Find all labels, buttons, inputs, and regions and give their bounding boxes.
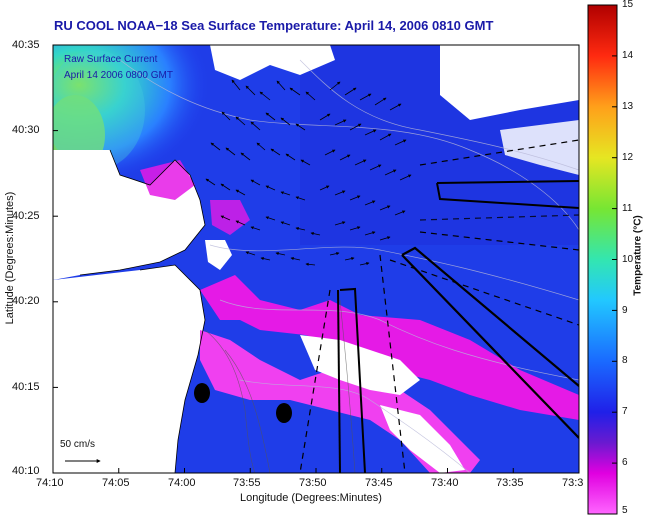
y-tick-label: 40:30	[12, 124, 40, 136]
x-tick-label: 73:35	[496, 477, 524, 489]
x-tick-label: 73:40	[431, 477, 459, 489]
cloud-patch-east	[500, 120, 579, 175]
colorbar-tick: 11	[622, 203, 633, 214]
chart-title: RU COOL NOAA−18 Sea Surface Temperature:…	[54, 18, 494, 33]
current-vectors	[205, 79, 412, 266]
y-tick-label: 40:35	[12, 39, 40, 51]
cold-patch-north	[140, 160, 195, 200]
cold-core-pale-2	[380, 405, 465, 473]
colorbar-title: Temperature (°C)	[632, 215, 644, 296]
colorbar-tick: 12	[622, 152, 634, 163]
cold-band-coast	[200, 275, 579, 420]
station-marker-2	[276, 403, 292, 423]
x-tick-label: 73:55	[233, 477, 261, 489]
x-tick-label: 74:00	[168, 477, 196, 489]
cloud-patch-right	[440, 45, 579, 120]
colorbar-tick: 7	[622, 406, 628, 417]
land-coast-nj	[53, 265, 205, 473]
y-tick-label: 40:20	[12, 295, 40, 307]
cloud-patch-top	[210, 45, 335, 80]
scale-label: 50 cm/s	[60, 439, 96, 450]
colorbar-tick: 10	[622, 254, 634, 265]
y-tick-label: 40:15	[12, 381, 40, 393]
legend-line-1: Raw Surface Current	[64, 54, 158, 65]
y-tick-label: 40:10	[12, 465, 40, 477]
cold-patch-west	[210, 200, 250, 235]
legend-line-2: April 14 2006 0800 GMT	[64, 70, 173, 81]
transects	[299, 139, 579, 473]
colorbar-tick: 13	[622, 101, 634, 112]
x-axis-title: Longitude (Degrees:Minutes)	[240, 492, 382, 504]
x-tick-label: 73:50	[299, 477, 327, 489]
colorbar-tick: 15	[622, 0, 634, 10]
colorbar-tick: 6	[622, 457, 628, 468]
x-tick-label: 74:05	[102, 477, 130, 489]
warm-ring	[53, 50, 145, 170]
station-marker-1	[194, 383, 210, 403]
colorbar-tick: 14	[622, 50, 634, 61]
colorbar-tick: 9	[622, 305, 628, 316]
x-tick-label: 73:45	[365, 477, 393, 489]
x-tick-label: 74:10	[36, 477, 64, 489]
coastline	[79, 149, 206, 473]
land-hook	[205, 240, 232, 270]
x-tick-label: 73:3	[562, 477, 584, 489]
colorbar-tick: 5	[622, 505, 628, 516]
colorbar-tick: 8	[622, 355, 628, 366]
y-tick-label: 40:25	[12, 210, 40, 222]
y-axis-title: Latitude (Degrees:Minutes)	[4, 191, 16, 325]
